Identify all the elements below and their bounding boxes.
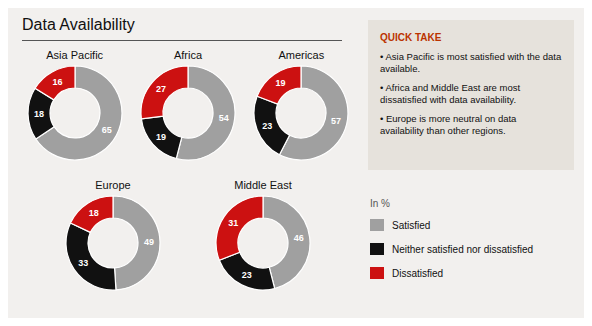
html-text:Dissatisfied: Dissatisfied	[392, 267, 444, 279]
svg-text:27: 27	[156, 84, 166, 94]
svg-text:23: 23	[242, 270, 252, 280]
svg-text:31: 31	[228, 218, 238, 228]
svg-text:18: 18	[89, 208, 99, 218]
html-text:Americas: Americas	[278, 49, 325, 61]
html-text:Asia Pacific: Asia Pacific	[46, 49, 104, 61]
html-text:• Africa and Middle East are m: • Africa and Middle East are most dissat…	[380, 82, 521, 105]
svg-text:57: 57	[331, 116, 341, 126]
svg-text:19: 19	[156, 132, 166, 142]
html-text:• Europe is more neutral on da: • Europe is more neutral on data availab…	[380, 113, 517, 136]
svg-text:46: 46	[294, 233, 304, 243]
html-text:Middle East: Middle East	[234, 179, 292, 191]
svg-text:49: 49	[144, 237, 154, 247]
html-text:In %: In %	[370, 198, 390, 209]
svg-text:65: 65	[101, 125, 111, 135]
html-text:• Asia Pacific is most satisfi: • Asia Pacific is most satisfied with th…	[380, 51, 562, 74]
svg-text:33: 33	[78, 258, 88, 268]
html-text:Europe: Europe	[95, 179, 131, 191]
html-text:Data Availability: Data Availability	[22, 16, 135, 33]
svg-text:16: 16	[52, 77, 62, 87]
svg-text:54: 54	[219, 113, 229, 123]
svg-text:18: 18	[34, 109, 44, 119]
html-text:Neither satisfied nor dissatis: Neither satisfied nor dissatisfied	[392, 243, 534, 255]
html-text:Satisfied: Satisfied	[392, 219, 431, 231]
html-text:QUICK TAKE: QUICK TAKE	[380, 32, 442, 43]
svg-text:19: 19	[276, 78, 286, 88]
html-text:Africa: Africa	[173, 49, 202, 61]
svg-text:23: 23	[263, 121, 273, 131]
